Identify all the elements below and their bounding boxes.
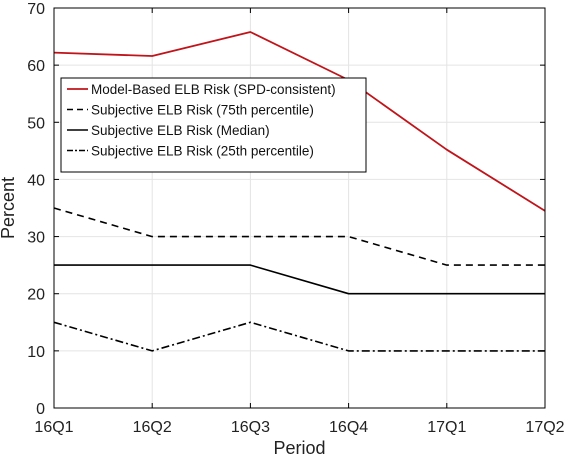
x-tick-label: 16Q4 <box>329 419 368 436</box>
x-tick-label: 17Q2 <box>525 419 564 436</box>
series-line-subjective-elb-risk-25th-percentile <box>53 321 545 352</box>
legend-box <box>60 77 367 173</box>
series-layer <box>53 31 546 352</box>
series-line-subjective-elb-risk-75th-percentile <box>53 207 545 266</box>
y-tick-label: 50 <box>27 115 45 132</box>
y-tick-label: 30 <box>27 230 45 247</box>
series-line-model-based-elb-risk-spd-consistent <box>53 31 546 212</box>
y-tick-label: 60 <box>27 58 45 75</box>
legend-label: Subjective ELB Risk (25th percentile) <box>91 144 314 159</box>
x-tick-label: 16Q1 <box>34 419 73 436</box>
y-tick-label: 20 <box>27 287 45 304</box>
legend: Model-Based ELB Risk (SPD-consistent) Sub… <box>60 77 367 173</box>
grid-layer <box>53 7 546 409</box>
y-tick-label: 0 <box>36 401 45 418</box>
y-tick-label: 40 <box>27 172 45 189</box>
series-line-subjective-elb-risk-median <box>54 264 545 295</box>
y-tick-label: 70 <box>27 1 45 18</box>
axis-layer: 0 10 20 30 40 50 60 70 16Q1 16Q2 16Q3 16Q4 17Q1 17Q2 <box>27 1 564 436</box>
x-axis-label: Period <box>273 438 325 456</box>
y-tick-label: 10 <box>27 344 45 361</box>
x-tick-label: 17Q1 <box>427 419 466 436</box>
plot-frame <box>53 7 546 409</box>
legend-label: Model-Based ELB Risk (SPD-consistent) <box>91 82 336 97</box>
y-axis-label: Percent <box>0 177 18 239</box>
legend-label: Subjective ELB Risk (75th percentile) <box>91 103 314 118</box>
x-tick-label: 16Q3 <box>231 419 270 436</box>
legend-label: Subjective ELB Risk (Median) <box>91 123 270 138</box>
x-tick-label: 16Q2 <box>133 419 172 436</box>
